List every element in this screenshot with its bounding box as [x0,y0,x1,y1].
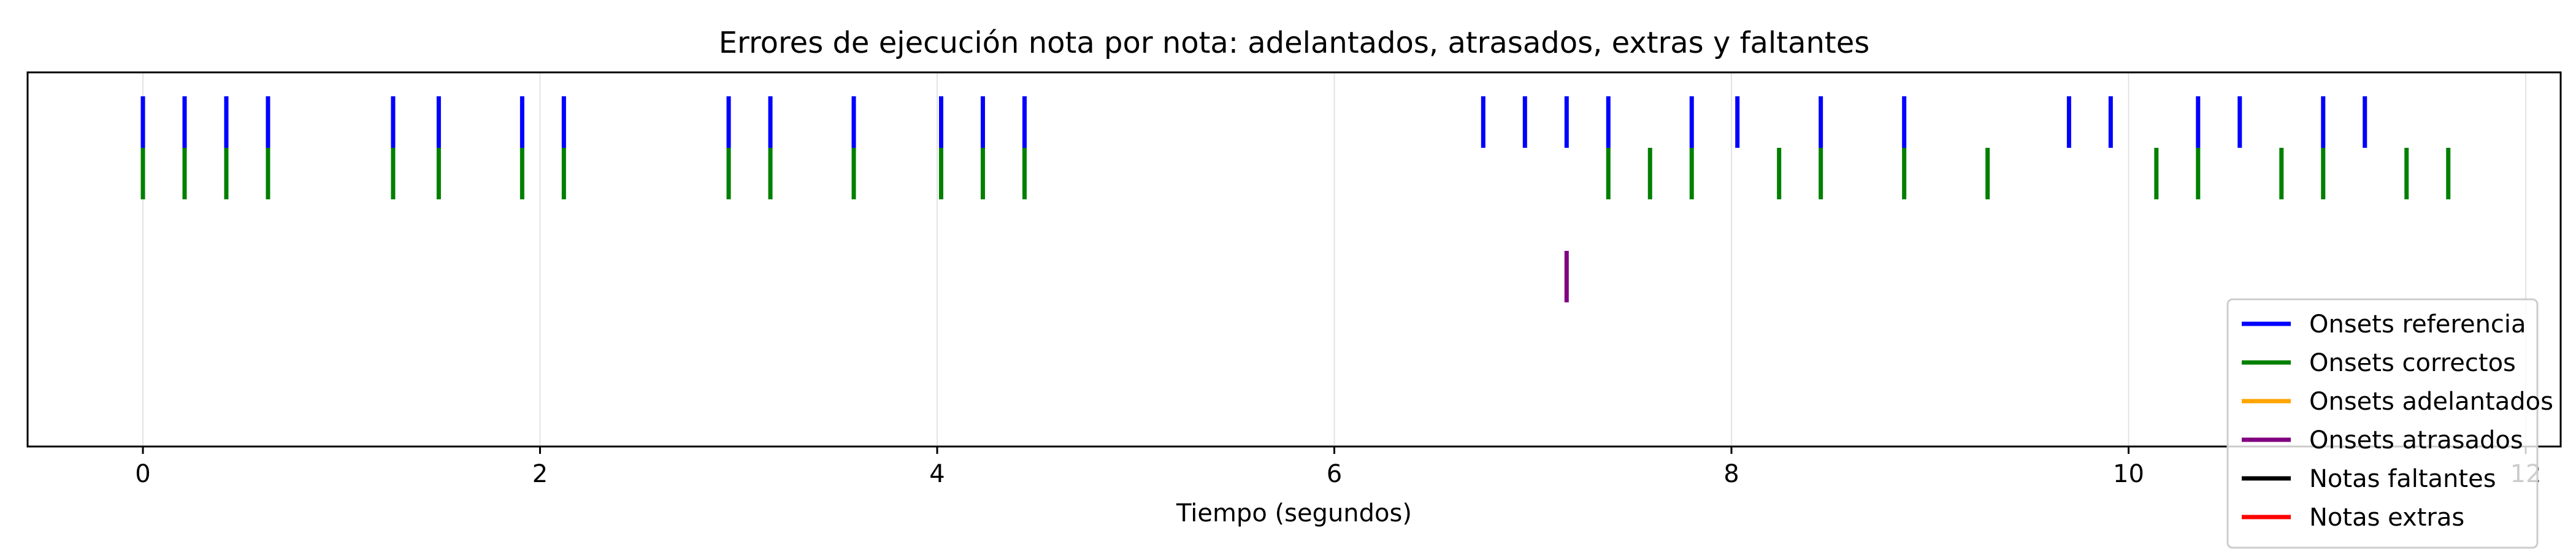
x-tick-label: 4 [929,460,945,488]
legend-entry: Notas faltantes [2309,465,2496,493]
x-tick-label: 0 [135,460,150,488]
legend: Onsets referencia Onsets correctos Onsets … [2226,298,2553,549]
x-axis-ticks: 024681012 [135,447,2541,488]
legend-entry: Onsets adelantados [2309,388,2553,416]
x-tick-label: 10 [2113,460,2144,488]
event-marks [140,96,2451,302]
legend-entry: Notas extras [2309,504,2464,532]
plot-frame [26,71,2562,448]
x-tick-label: 8 [1723,460,1739,488]
x-axis-label: Tiempo (segundos) [1176,499,1412,527]
x-tick-label: 6 [1327,460,1342,488]
legend-entry: Onsets correctos [2309,349,2516,377]
gridlines [142,72,2526,447]
chart-title: Errores de ejecución nota por nota: adel… [719,26,1870,60]
x-tick-label: 2 [532,460,548,488]
legend-entry: Onsets atrasados [2309,426,2523,454]
legend-entry: Onsets referencia [2309,310,2526,339]
legend-box [2226,298,2539,549]
